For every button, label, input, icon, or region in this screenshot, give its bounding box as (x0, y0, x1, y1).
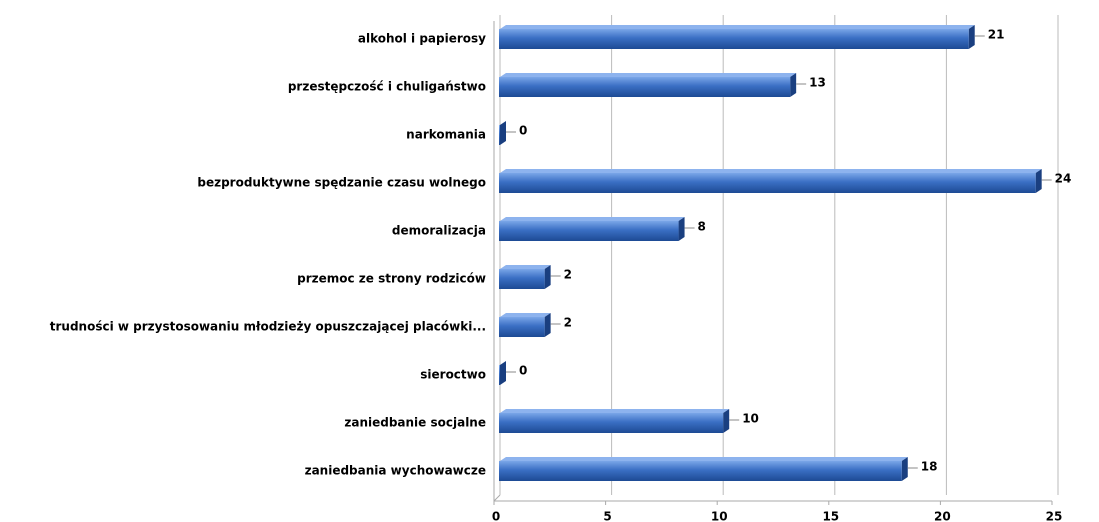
bar-top (500, 313, 551, 317)
bar (499, 221, 679, 241)
bar-top (500, 265, 551, 269)
value-label: 0 (519, 124, 527, 138)
value-label: 8 (698, 220, 706, 234)
bar-end (901, 457, 908, 481)
x-tick-label: 15 (822, 510, 839, 522)
axis-wall (493, 494, 501, 502)
bar-top (500, 457, 908, 461)
bar (499, 269, 545, 289)
bar (499, 365, 500, 385)
bar (499, 413, 724, 433)
bar-top (500, 73, 797, 77)
x-tick-label: 25 (1046, 510, 1063, 522)
bar-end (678, 217, 685, 241)
bar-end (790, 73, 797, 97)
value-label: 18 (921, 460, 938, 474)
bar (499, 461, 902, 481)
bar-top (500, 25, 975, 29)
bar-end (968, 25, 975, 49)
bar-end (500, 361, 506, 385)
x-tick-label: 10 (711, 510, 728, 522)
bar-end (723, 409, 730, 433)
y-tick-label: trudności w przystosowaniu młodzieży opu… (50, 320, 486, 334)
bar-end (544, 265, 551, 289)
bar-end (1035, 169, 1042, 193)
y-tick-label: sieroctwo (420, 368, 486, 382)
value-label: 2 (564, 316, 572, 330)
x-tick-label: 5 (603, 510, 611, 522)
y-tick-label: narkomania (406, 128, 486, 142)
y-tick-label: alkohol i papierosy (358, 32, 486, 46)
bar-top (500, 409, 730, 413)
y-tick-label: przestępczość i chuligaństwo (288, 80, 486, 94)
value-label: 13 (809, 76, 826, 90)
value-label: 24 (1055, 172, 1072, 186)
y-tick-label: przemoc ze strony rodziców (297, 272, 486, 286)
bar-end (544, 313, 551, 337)
value-label: 10 (742, 412, 759, 426)
bar (499, 125, 500, 145)
y-tick-label: demoralizacja (392, 224, 486, 238)
bar (499, 77, 791, 97)
y-tick-label: zaniedbanie socjalne (344, 416, 486, 430)
y-tick-label: zaniedbania wychowawcze (305, 464, 486, 478)
value-label: 21 (988, 28, 1005, 42)
bar-top (500, 217, 685, 221)
y-tick-label: bezproduktywne spędzanie czasu wolnego (197, 176, 486, 190)
bar (499, 317, 545, 337)
bar-top (500, 169, 1042, 173)
value-label: 0 (519, 364, 527, 378)
bar (499, 173, 1036, 193)
value-label: 2 (564, 268, 572, 282)
x-tick-label: 0 (492, 510, 500, 522)
bar-end (500, 121, 506, 145)
bar (499, 29, 969, 49)
x-tick-label: 20 (934, 510, 951, 522)
